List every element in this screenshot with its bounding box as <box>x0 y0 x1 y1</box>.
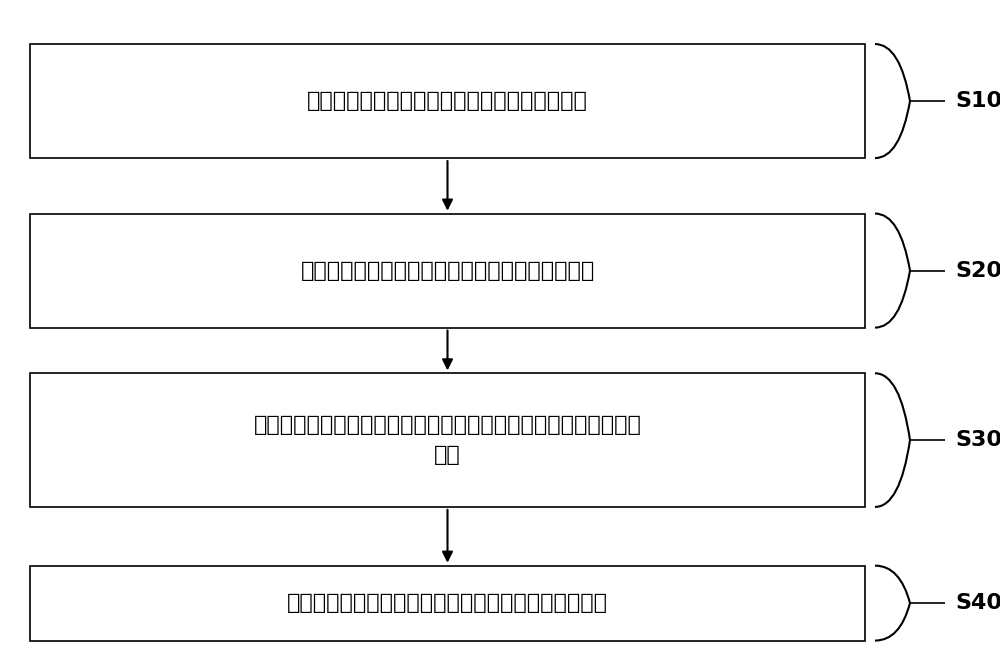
Text: 将锂离子电池以准稳态充电方法充电至目标电位: 将锂离子电池以准稳态充电方法充电至目标电位 <box>307 91 588 111</box>
Text: S200: S200 <box>955 261 1000 280</box>
Text: S300: S300 <box>955 430 1000 450</box>
Text: 在保护性气体保护下，清洗极片，干燥，刮取极片表面的电极材料
粉末: 在保护性气体保护下，清洗极片，干燥，刮取极片表面的电极材料 粉末 <box>254 415 641 465</box>
Text: S100: S100 <box>955 91 1000 111</box>
Bar <box>30 214 865 328</box>
Bar <box>30 44 865 158</box>
Text: S400: S400 <box>955 593 1000 613</box>
Text: 在保护性气体保护下，将电极材料粉末进行热分析测试: 在保护性气体保护下，将电极材料粉末进行热分析测试 <box>287 593 608 613</box>
Bar <box>30 373 865 507</box>
Bar <box>30 565 865 640</box>
Text: 在保护性气体保护下，拆解锂离子电池，得到极片: 在保护性气体保护下，拆解锂离子电池，得到极片 <box>300 261 595 280</box>
